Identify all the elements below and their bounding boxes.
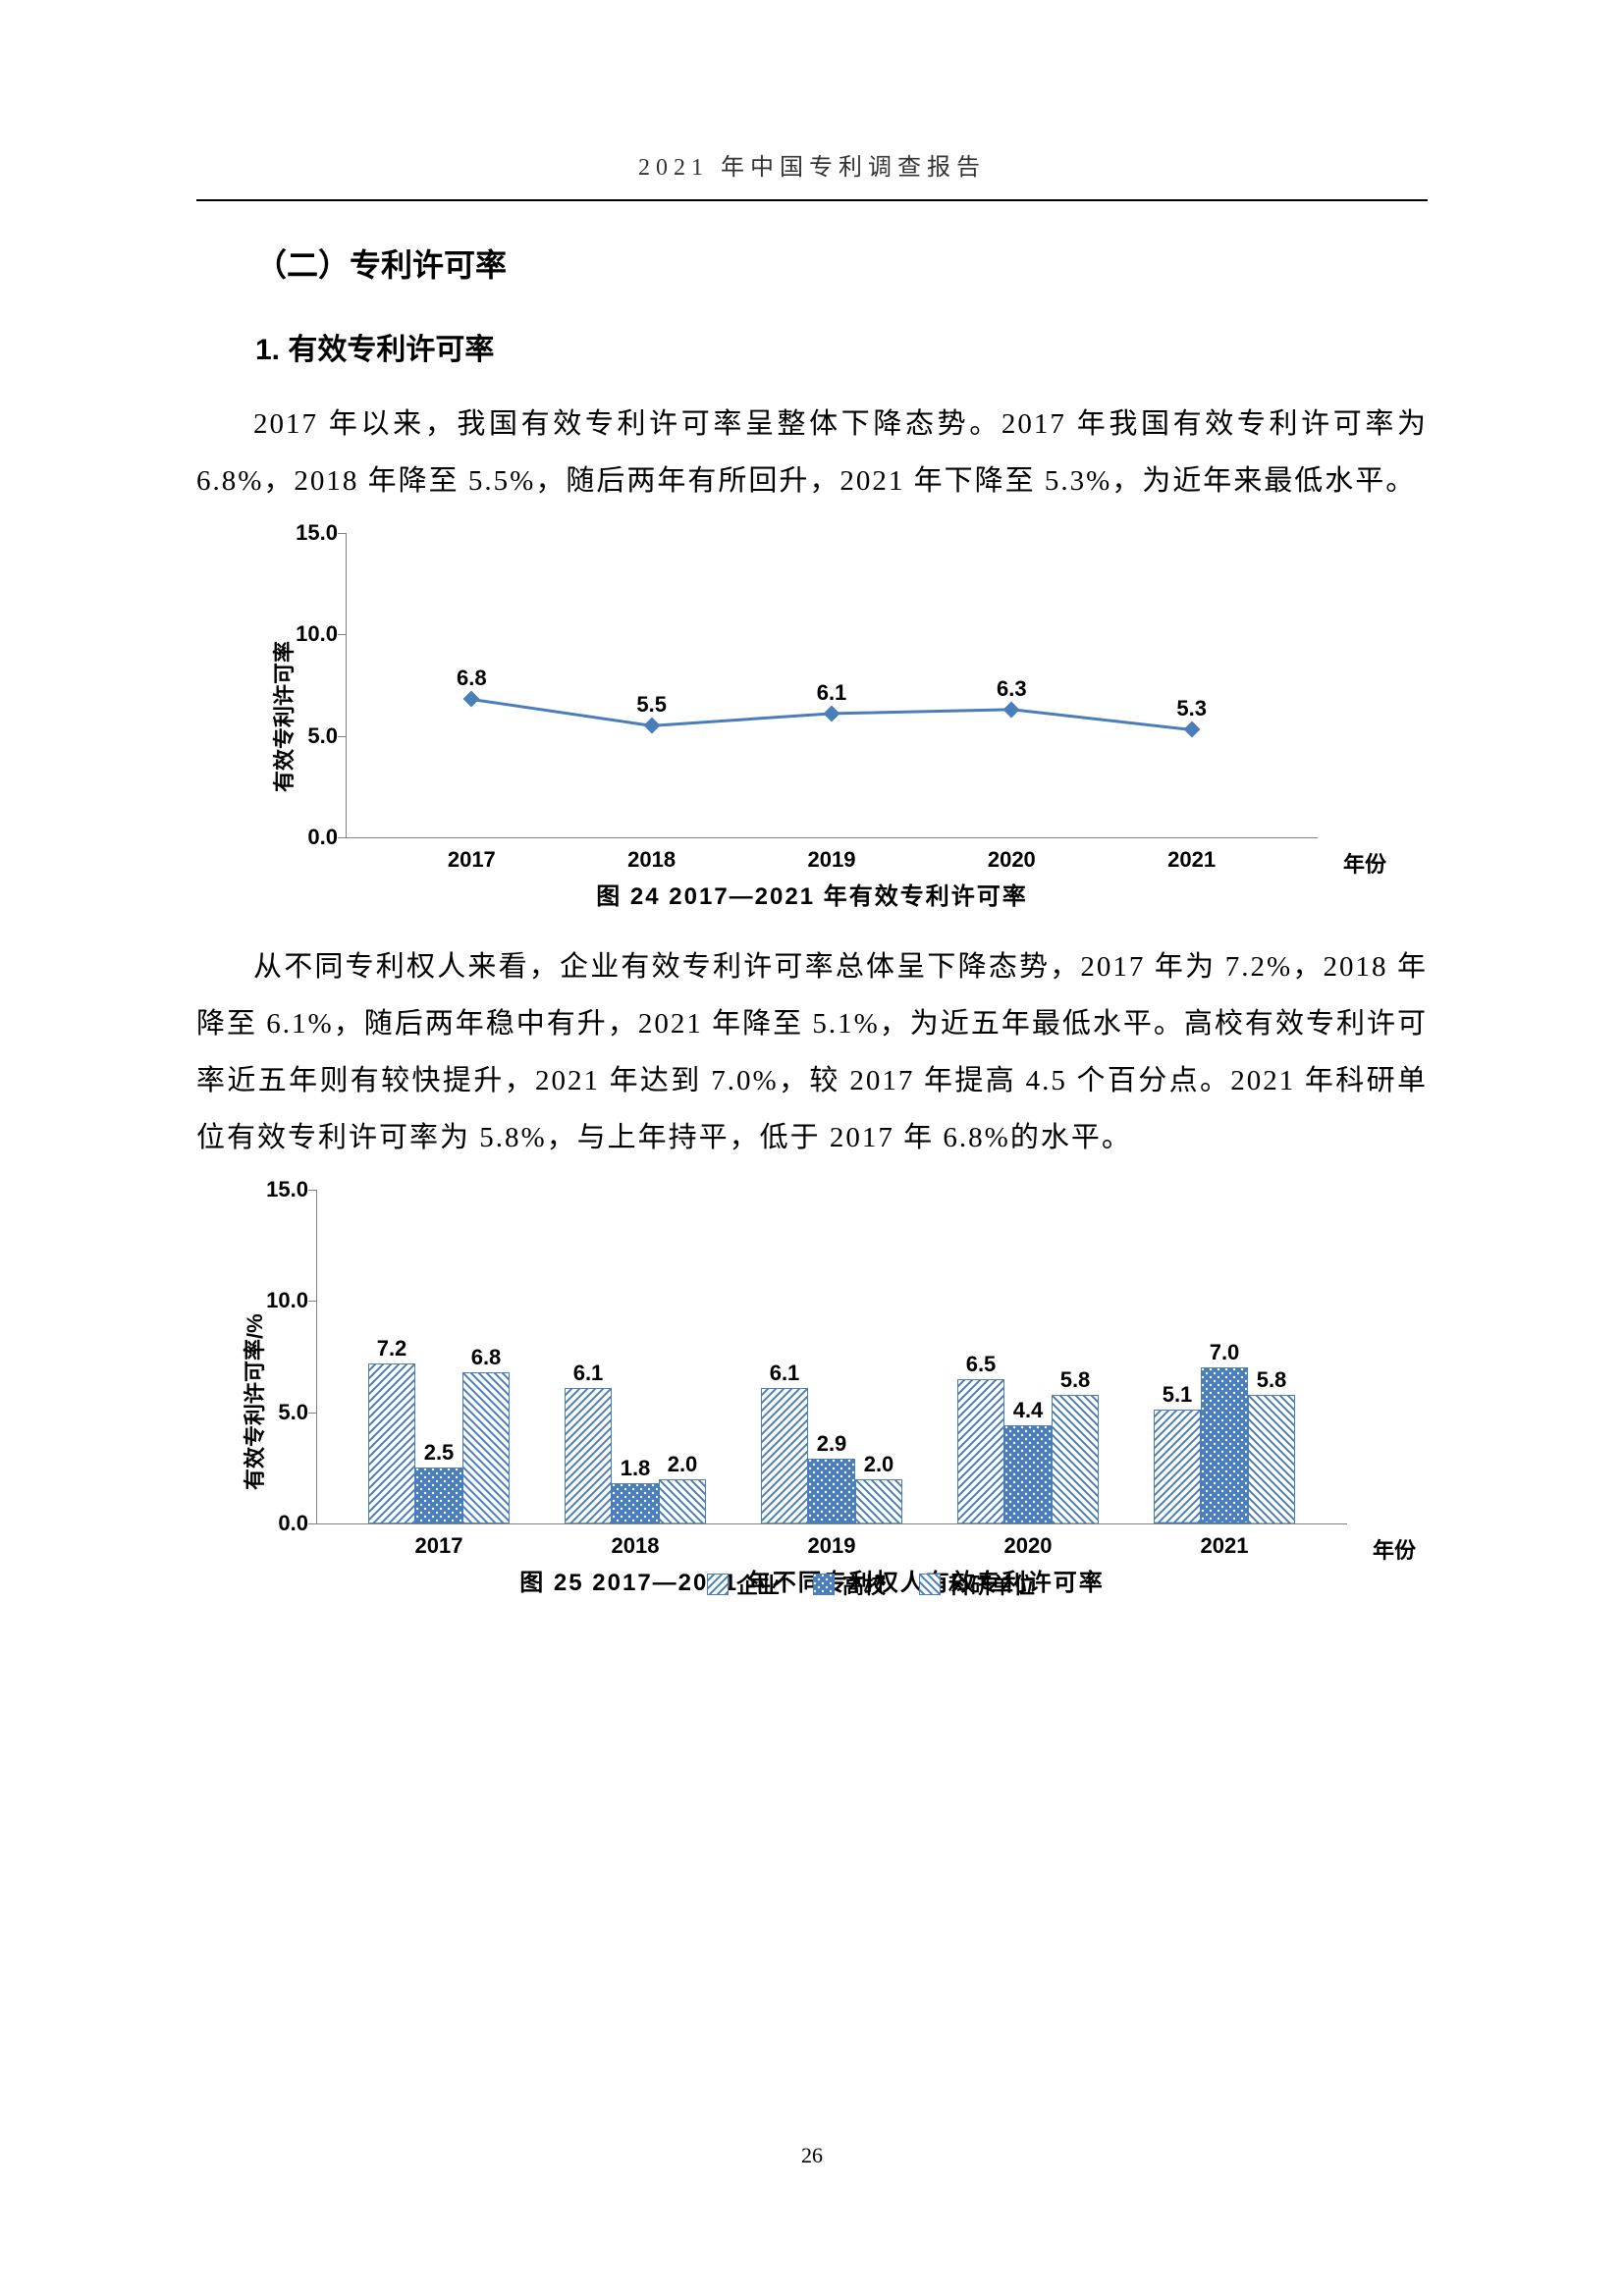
y-tick: 10.0 bbox=[296, 621, 338, 647]
y-tick: 10.0 bbox=[266, 1288, 308, 1313]
x-tick: 2020 bbox=[988, 847, 1036, 873]
legend-item: 企业 bbox=[707, 1569, 780, 1600]
bar bbox=[1154, 1410, 1201, 1523]
y-tick: 5.0 bbox=[307, 723, 338, 749]
section-heading: （二）专利许可率 bbox=[255, 240, 1428, 286]
fig24-caption: 图 24 2017—2021 年有效专利许可率 bbox=[196, 877, 1428, 911]
y-axis-title: 有效专利许可率 bbox=[267, 640, 298, 791]
bar-label: 7.2 bbox=[377, 1336, 407, 1362]
bar-label: 7.0 bbox=[1210, 1340, 1240, 1365]
x-tick: 2018 bbox=[627, 847, 676, 873]
y-tick: 5.0 bbox=[278, 1400, 308, 1425]
bar bbox=[808, 1459, 855, 1523]
bar bbox=[415, 1468, 462, 1523]
x-tick: 2019 bbox=[808, 1533, 856, 1559]
bar-label: 2.5 bbox=[424, 1440, 455, 1466]
bar-label: 6.8 bbox=[471, 1345, 502, 1370]
y-tick: 0.0 bbox=[278, 1511, 308, 1536]
legend: 企业 高校 科研单位 bbox=[316, 1569, 1426, 1600]
data-label: 6.3 bbox=[997, 676, 1027, 702]
x-tick: 2021 bbox=[1201, 1533, 1249, 1559]
bar-label: 6.1 bbox=[573, 1361, 604, 1386]
bar bbox=[1248, 1395, 1295, 1523]
x-tick: 2017 bbox=[448, 847, 496, 873]
paragraph-2: 从不同专利权人来看，企业有效专利许可率总体呈下降态势，2017 年为 7.2%，… bbox=[196, 938, 1428, 1166]
y-tick: 15.0 bbox=[266, 1177, 308, 1202]
legend-label: 科研单位 bbox=[948, 1569, 1035, 1600]
data-label: 5.3 bbox=[1176, 696, 1207, 721]
x-axis-title: 年份 bbox=[1373, 1533, 1416, 1565]
x-axis-title: 年份 bbox=[1343, 847, 1386, 879]
bar bbox=[957, 1379, 1004, 1523]
bar-label: 2.0 bbox=[668, 1452, 698, 1477]
y-tick: 15.0 bbox=[296, 520, 338, 546]
header-rule bbox=[196, 199, 1428, 201]
bar-label: 5.8 bbox=[1060, 1367, 1091, 1393]
x-tick: 2018 bbox=[612, 1533, 660, 1559]
bar bbox=[1004, 1425, 1052, 1523]
bar-label: 4.4 bbox=[1013, 1398, 1044, 1423]
data-label: 6.1 bbox=[817, 680, 847, 706]
bar bbox=[1201, 1367, 1248, 1523]
bar-label: 2.0 bbox=[864, 1452, 894, 1477]
subheading-1: 1. 有效专利许可率 bbox=[255, 325, 1428, 368]
bar bbox=[761, 1388, 808, 1523]
fig25-bar-chart: 0.05.010.015.0有效专利许可率/%7.22.56.820176.11… bbox=[198, 1190, 1426, 1523]
page-number: 26 bbox=[0, 2143, 1624, 2168]
data-label: 6.8 bbox=[457, 666, 487, 691]
bar-label: 2.9 bbox=[817, 1431, 847, 1457]
legend-label: 企业 bbox=[736, 1569, 780, 1600]
bar-label: 5.1 bbox=[1163, 1382, 1193, 1408]
x-tick: 2021 bbox=[1167, 847, 1216, 873]
paragraph-1: 2017 年以来，我国有效专利许可率呈整体下降态势。2017 年我国有效专利许可… bbox=[196, 396, 1428, 509]
legend-item: 高校 bbox=[813, 1569, 886, 1600]
bar bbox=[368, 1363, 415, 1523]
bar bbox=[462, 1372, 510, 1523]
bar bbox=[855, 1479, 902, 1523]
y-axis-title: 有效专利许可率/% bbox=[238, 1313, 269, 1490]
running-head: 2021 年中国专利调查报告 bbox=[196, 147, 1428, 182]
legend-item: 科研单位 bbox=[919, 1569, 1035, 1600]
bar bbox=[1052, 1395, 1099, 1523]
x-tick: 2020 bbox=[1004, 1533, 1053, 1559]
bar bbox=[612, 1483, 659, 1523]
bar-label: 6.1 bbox=[770, 1361, 800, 1386]
x-tick: 2017 bbox=[415, 1533, 463, 1559]
bar-label: 5.8 bbox=[1257, 1367, 1287, 1393]
bar-label: 1.8 bbox=[621, 1456, 651, 1481]
bar-label: 6.5 bbox=[966, 1352, 997, 1377]
legend-label: 高校 bbox=[842, 1569, 886, 1600]
y-tick: 0.0 bbox=[307, 825, 338, 850]
fig24-line-chart: 0.05.010.015.0有效专利许可率6.820175.520186.120… bbox=[228, 533, 1396, 837]
bar bbox=[659, 1479, 706, 1523]
bar bbox=[565, 1388, 612, 1523]
data-label: 5.5 bbox=[636, 692, 667, 718]
x-tick: 2019 bbox=[808, 847, 856, 873]
